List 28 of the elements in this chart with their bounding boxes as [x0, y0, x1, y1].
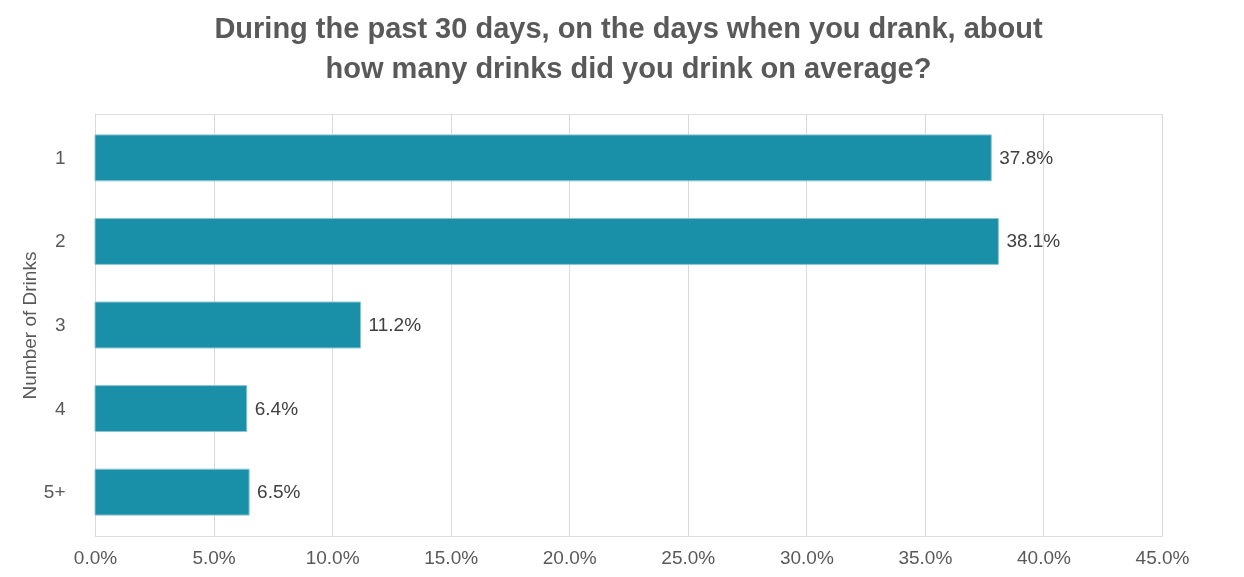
bar [94, 385, 248, 433]
x-tick-label: 35.0% [898, 546, 953, 568]
x-tick-label: 25.0% [661, 546, 716, 568]
y-tick-label: 4 [54, 397, 66, 419]
data-label: 11.2% [368, 314, 422, 335]
x-tick-label: 15.0% [424, 546, 479, 568]
data-label: 6.5% [257, 481, 301, 503]
x-tick-label: 5.0% [192, 546, 236, 568]
x-tick-label: 30.0% [779, 546, 834, 568]
x-tick-label: 20.0% [542, 546, 597, 568]
bar [94, 134, 992, 182]
y-tick-label: 3 [54, 314, 66, 335]
y-tick-label: 1 [54, 146, 66, 168]
x-tick-label: 45.0% [1135, 546, 1190, 568]
y-tick-label: 5+ [43, 481, 66, 503]
bar [94, 217, 999, 265]
text: how many drinks did you drink on average? [325, 52, 932, 84]
x-tick-label: 0.0% [73, 546, 118, 568]
x-tick-label: 10.0% [305, 546, 360, 568]
bar [94, 301, 362, 349]
data-label: 37.8% [999, 146, 1054, 168]
text: During the past 30 days, on the days when you drank, about [214, 12, 1043, 44]
data-label: 6.4% [254, 397, 299, 419]
bar [94, 468, 250, 516]
y-axis-title: Number of Drinks [18, 251, 40, 400]
data-label: 38.1% [1006, 230, 1061, 252]
y-tick-label: 2 [54, 230, 66, 252]
x-tick-label: 40.0% [1017, 546, 1071, 568]
